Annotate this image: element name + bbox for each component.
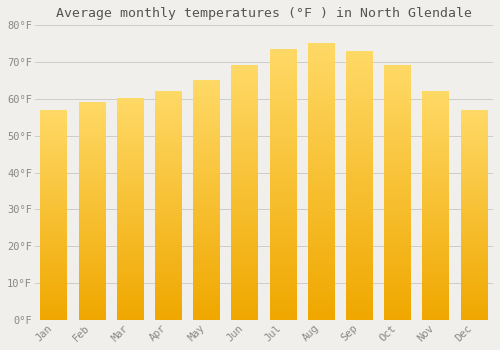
Bar xyxy=(232,66,258,320)
Title: Average monthly temperatures (°F ) in North Glendale: Average monthly temperatures (°F ) in No… xyxy=(56,7,472,20)
Bar xyxy=(117,99,143,320)
Bar xyxy=(270,49,296,320)
Bar xyxy=(346,51,372,320)
Bar xyxy=(460,110,487,320)
Bar xyxy=(422,92,449,320)
Bar xyxy=(193,80,220,320)
Bar xyxy=(384,66,411,320)
Bar xyxy=(308,44,334,320)
Bar xyxy=(155,92,182,320)
Bar xyxy=(40,110,67,320)
Bar xyxy=(78,103,106,320)
